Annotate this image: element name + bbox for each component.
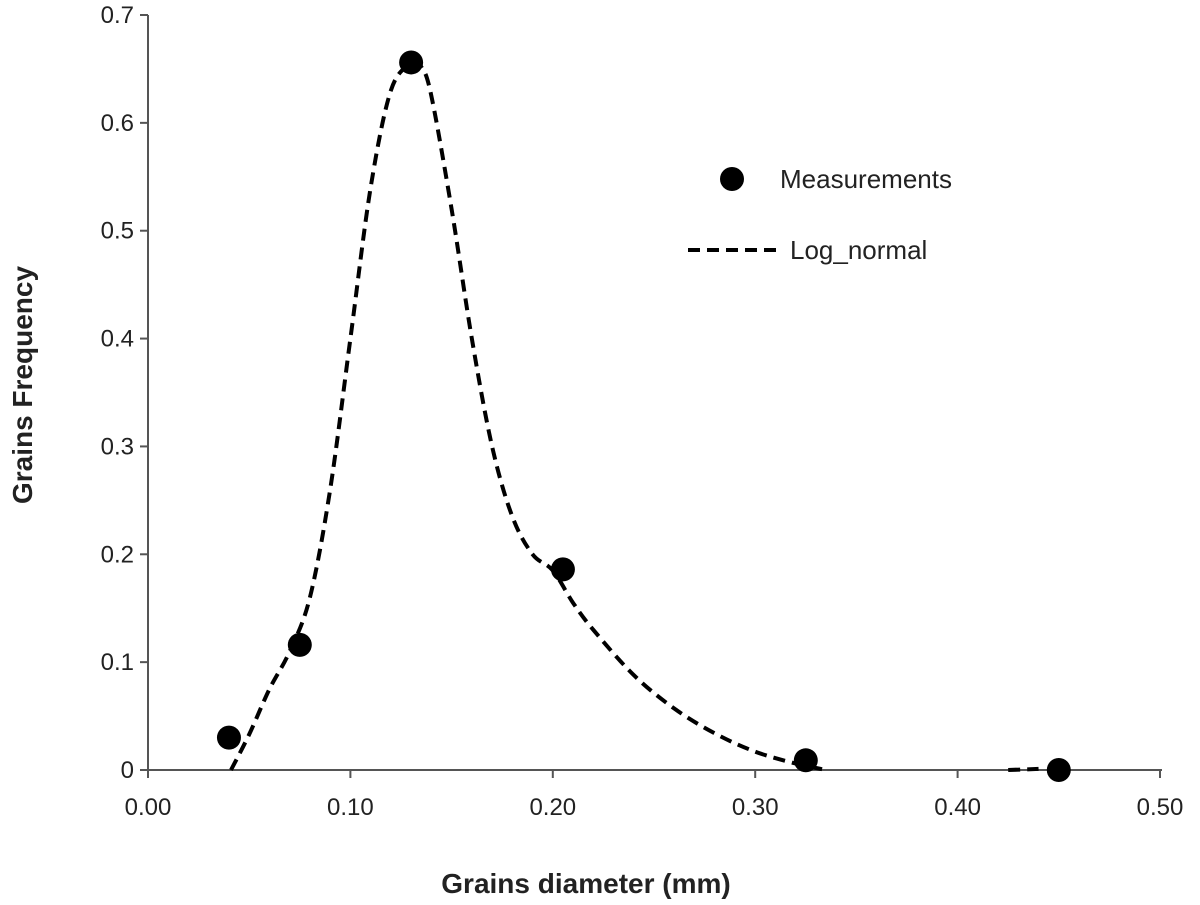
y-axis-title: Grains Frequency — [7, 266, 38, 505]
x-tick-label: 0.50 — [1137, 794, 1184, 821]
measurement-points — [216, 50, 1071, 782]
y-tick-label: 0.2 — [101, 541, 134, 568]
y-tick-label: 0.3 — [101, 433, 134, 460]
legend-measurements-marker — [720, 167, 744, 191]
x-tick-label: 0.30 — [732, 794, 779, 821]
legend-measurements-label: Measurements — [780, 164, 952, 194]
measurement-point — [399, 50, 424, 75]
y-tick-label: 0 — [121, 757, 134, 784]
measurement-point — [216, 725, 241, 750]
legend-log-normal-label: Log_normal — [790, 235, 927, 265]
x-tick-label: 0.40 — [934, 794, 981, 821]
y-tick-label: 0.6 — [101, 110, 134, 137]
axes — [147, 15, 1162, 771]
x-ticks: 0.00 0.10 0.20 0.30 0.40 0.50 — [125, 770, 1184, 821]
log-normal-curve — [229, 59, 827, 772]
x-tick-label: 0.00 — [125, 794, 172, 821]
y-tick-label: 0.7 — [101, 2, 134, 29]
measurement-point — [1046, 758, 1071, 782]
x-tick-label: 0.10 — [327, 794, 374, 821]
legend: Measurements Log_normal — [688, 164, 952, 265]
x-axis-title: Grains diameter (mm) — [441, 868, 730, 899]
measurement-point — [793, 748, 818, 773]
x-tick-label: 0.20 — [529, 794, 576, 821]
y-tick-label: 0.5 — [101, 218, 134, 245]
y-ticks: 0 0.1 0.2 0.3 0.4 0.5 0.6 0.7 — [101, 2, 148, 784]
y-tick-label: 0.1 — [101, 649, 134, 676]
measurement-point — [287, 632, 312, 657]
y-tick-label: 0.4 — [101, 326, 134, 353]
log-normal-tail — [1008, 766, 1039, 772]
measurement-point — [550, 557, 575, 582]
